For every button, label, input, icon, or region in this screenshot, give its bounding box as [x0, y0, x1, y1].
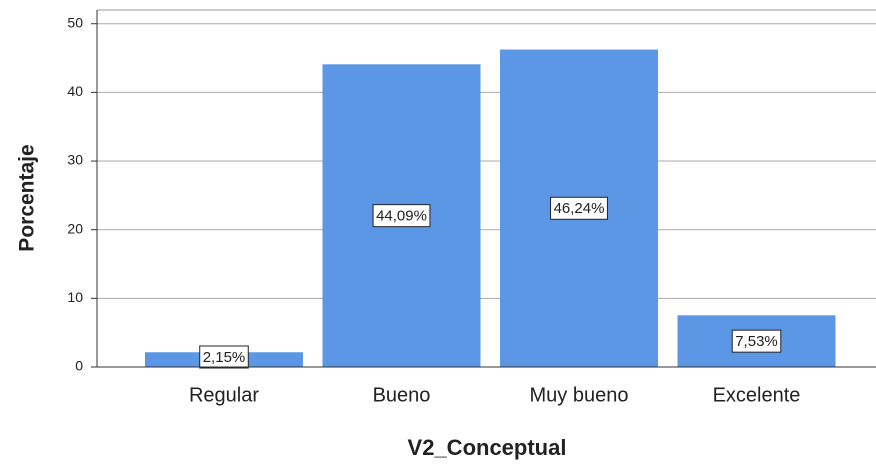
y-tick-label: 0	[75, 358, 83, 374]
y-tick-label: 40	[67, 83, 83, 99]
y-tick-label: 50	[67, 14, 83, 30]
value-label: 46,24%	[554, 200, 605, 217]
x-tick-label: Excelente	[713, 384, 801, 406]
x-tick-label: Bueno	[373, 384, 431, 406]
value-label-box	[199, 345, 249, 369]
value-label: 44,09%	[376, 208, 427, 225]
y-tick-label: 20	[67, 220, 83, 236]
x-tick-label: Muy bueno	[530, 384, 629, 406]
x-tick-label: Regular	[189, 384, 259, 406]
y-tick-label: 30	[67, 152, 83, 168]
value-label-box	[372, 204, 431, 228]
y-tick-label: 10	[67, 289, 83, 305]
y-axis-title: Porcentaje	[16, 144, 39, 251]
x-axis-title: V2_Conceptual	[408, 435, 567, 460]
value-label: 7,53%	[735, 333, 778, 350]
value-label: 2,15%	[203, 349, 246, 366]
value-label-box	[550, 196, 608, 220]
value-label-box	[731, 329, 782, 353]
